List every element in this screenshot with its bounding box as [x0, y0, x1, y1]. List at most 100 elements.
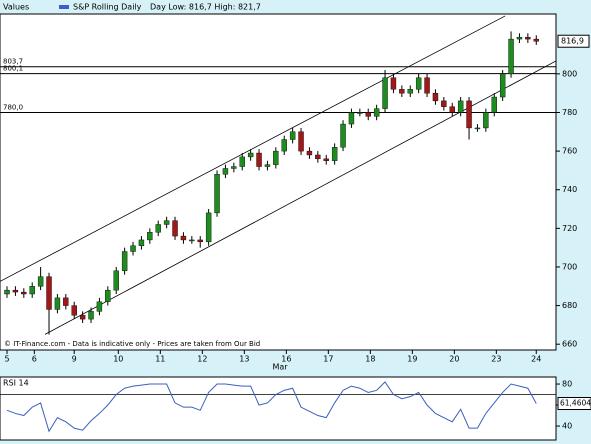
- candle-body: [281, 139, 287, 152]
- main-plot: [0, 13, 557, 351]
- candle-body: [508, 38, 514, 75]
- y-tick-label: 40: [562, 422, 572, 431]
- candle-body: [138, 239, 145, 246]
- current-box: [557, 34, 590, 48]
- candle-body: [189, 239, 195, 242]
- day-range: Day Low: 816,7 High: 821,7: [150, 3, 261, 12]
- candle-body: [407, 89, 413, 94]
- x-tick-label: 12: [197, 355, 207, 364]
- y-tick-label: 700: [562, 262, 577, 271]
- x-tick-label: 17: [323, 355, 333, 364]
- x-tick-label: 9: [72, 355, 77, 364]
- candle-body: [222, 168, 229, 175]
- main-marks: [0, 15, 556, 335]
- legend-label: S&P Rolling Daily: [73, 3, 142, 12]
- candle-body: [79, 315, 86, 320]
- candle-body: [205, 212, 212, 243]
- candle-body: [180, 235, 187, 241]
- candle-body: [289, 131, 296, 140]
- current-box: [557, 397, 591, 411]
- y-tick-label: 80: [562, 380, 572, 389]
- candle-body: [21, 291, 27, 295]
- level-label: 800,1: [3, 65, 23, 73]
- candle-body: [357, 112, 363, 114]
- y-tick-label: 740: [562, 185, 577, 194]
- x-tick-label: 16: [281, 355, 291, 364]
- y-tick-label: 780: [562, 108, 577, 117]
- current-label: 61,4604: [560, 399, 591, 408]
- candle-body: [121, 251, 128, 272]
- candle-body: [457, 100, 464, 113]
- y-tick-label: 800: [562, 69, 577, 78]
- x-tick-label: 5: [4, 355, 9, 364]
- candle-body: [432, 92, 439, 102]
- candle-body: [46, 276, 52, 310]
- candle-body: [96, 301, 103, 312]
- x-tick-label: 10: [113, 355, 123, 364]
- rsi-plot: [0, 376, 557, 441]
- candle-body: [340, 123, 346, 148]
- level-label: 803,7: [3, 58, 23, 66]
- rsi-line: [6, 381, 537, 433]
- candle-body: [373, 108, 380, 117]
- x-tick-label: 19: [407, 355, 417, 364]
- candle-body: [105, 289, 111, 302]
- candle-body: [247, 152, 254, 158]
- candle-body: [12, 289, 19, 293]
- candle-body: [256, 152, 262, 167]
- candle-body: [113, 270, 119, 291]
- candle-body: [214, 174, 220, 214]
- candle-body: [163, 220, 170, 225]
- candle-body: [147, 232, 153, 241]
- candle-body: [415, 77, 422, 90]
- rsi-title: RSI 14: [3, 379, 29, 388]
- candle-body: [298, 131, 304, 152]
- candle-body: [474, 127, 481, 130]
- candle-body: [424, 77, 430, 94]
- candle-body: [4, 289, 10, 295]
- candle-body: [365, 112, 371, 117]
- candle-body: [239, 156, 245, 167]
- x-tick-label: 6: [32, 355, 37, 364]
- candle-body: [466, 100, 472, 129]
- candle-body: [323, 158, 329, 161]
- current-label: 816,9: [561, 37, 584, 46]
- candle-body: [37, 276, 44, 287]
- trend-line: [0, 15, 506, 282]
- candle-body: [63, 297, 69, 306]
- candle-body: [29, 286, 35, 295]
- x-axis-label: Mar: [272, 363, 288, 372]
- y-tick-label: 720: [562, 224, 577, 233]
- candle-body: [264, 164, 271, 167]
- candle-body: [348, 112, 355, 125]
- y-tick-label: 760: [562, 147, 577, 156]
- candle-body: [525, 36, 531, 40]
- candle-body: [155, 224, 161, 233]
- x-tick-label: 20: [449, 355, 459, 364]
- candle-body: [54, 297, 61, 310]
- candle-body: [499, 73, 506, 98]
- header: Values: [3, 3, 29, 12]
- candle-body: [441, 100, 447, 107]
- x-tick-label: 11: [155, 355, 165, 364]
- candle-body: [516, 36, 523, 40]
- y-tick-label: 660: [562, 340, 577, 349]
- level-label: 780,0: [3, 103, 23, 111]
- candle-body: [130, 245, 136, 252]
- x-tick-label: 13: [239, 355, 249, 364]
- y-tick-label: 680: [562, 301, 577, 310]
- candle-body: [399, 89, 405, 94]
- candle-body: [331, 147, 338, 161]
- candle-body: [231, 166, 237, 169]
- candle-body: [197, 239, 203, 243]
- candle-body: [71, 305, 77, 316]
- x-tick-label: 24: [531, 355, 541, 364]
- candle-body: [390, 77, 397, 90]
- footnote: © IT-Finance.com - Data is indicative on…: [4, 340, 260, 348]
- candle-body: [273, 150, 279, 165]
- candle-body: [449, 106, 455, 113]
- x-tick-label: 23: [491, 355, 501, 364]
- candle-body: [533, 38, 539, 42]
- rsi-marks: [0, 381, 556, 433]
